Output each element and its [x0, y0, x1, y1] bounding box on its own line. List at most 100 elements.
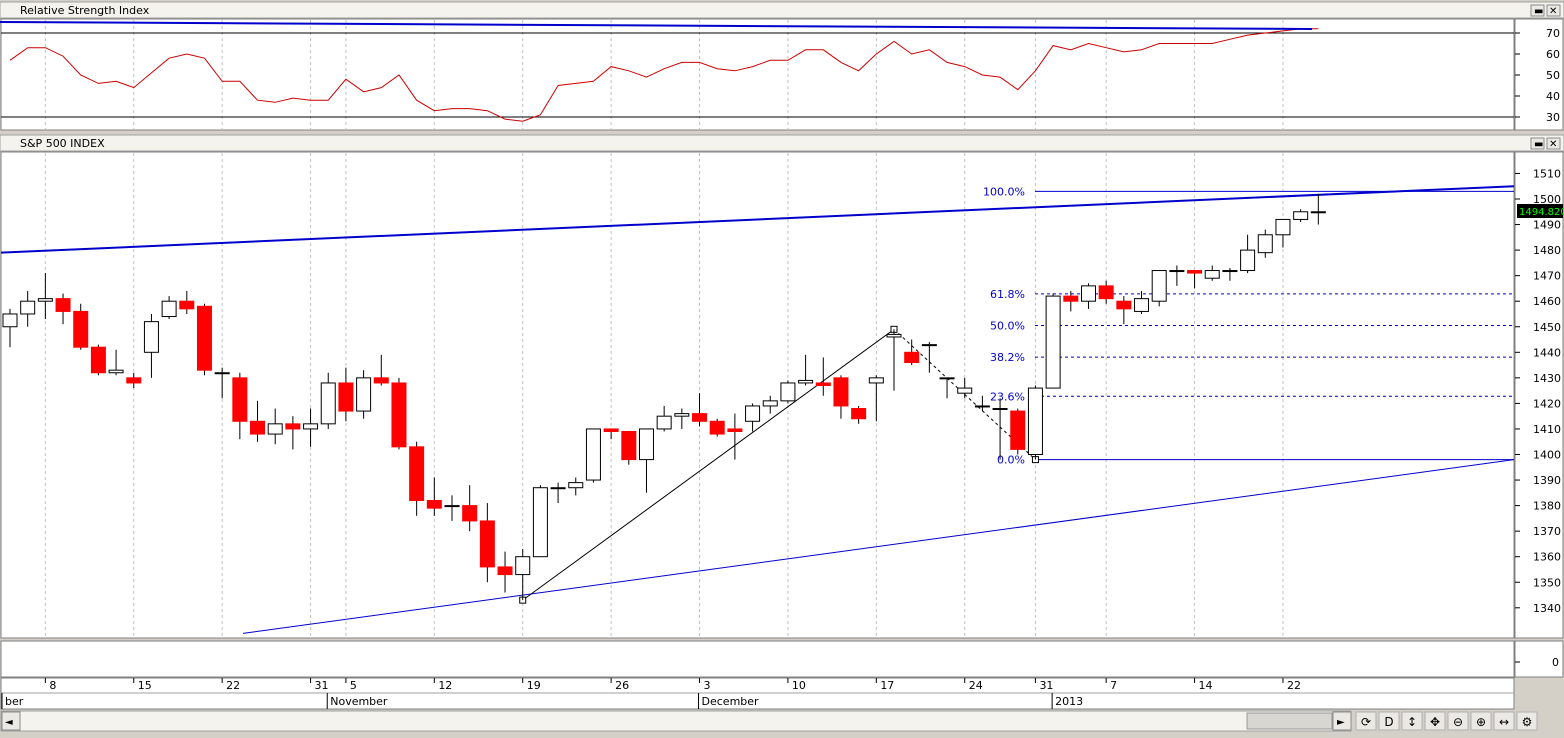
candle[interactable] — [1275, 218, 1291, 248]
candle[interactable] — [303, 408, 319, 447]
candle[interactable] — [974, 395, 990, 412]
candle[interactable] — [426, 477, 442, 516]
candle[interactable] — [798, 354, 814, 386]
candle[interactable] — [585, 428, 601, 483]
toolbar-button[interactable]: ⟳ — [1355, 711, 1377, 731]
candle[interactable] — [1169, 265, 1185, 286]
candle[interactable] — [2, 308, 18, 348]
candle[interactable] — [1151, 270, 1167, 307]
candle[interactable] — [957, 377, 973, 399]
candle[interactable] — [1240, 234, 1256, 274]
rsi-close-button[interactable] — [1546, 4, 1561, 17]
candle[interactable] — [1063, 290, 1079, 312]
candle[interactable] — [1293, 209, 1309, 222]
candle[interactable] — [921, 342, 937, 373]
candle[interactable] — [621, 431, 637, 465]
candle[interactable] — [250, 400, 266, 442]
toolbar-button[interactable]: ⊕ — [1470, 711, 1492, 731]
candle[interactable] — [532, 485, 548, 558]
candle[interactable] — [108, 349, 124, 376]
candle[interactable] — [232, 372, 248, 440]
candle[interactable] — [20, 290, 36, 327]
price-tick-label: 1510 — [1533, 167, 1561, 180]
rsi-trend-line[interactable] — [0, 21, 1313, 30]
candle[interactable] — [992, 398, 1008, 460]
candle[interactable] — [1222, 267, 1238, 281]
candle[interactable] — [568, 477, 584, 496]
candle[interactable] — [780, 380, 796, 404]
rsi-minimize-button[interactable] — [1530, 4, 1545, 17]
candle[interactable] — [815, 357, 831, 396]
candle[interactable] — [1310, 193, 1326, 225]
candle[interactable] — [73, 303, 89, 350]
candle[interactable] — [462, 485, 478, 532]
candle[interactable] — [1045, 293, 1061, 389]
candle[interactable] — [373, 354, 389, 386]
candle[interactable] — [868, 375, 884, 422]
candle[interactable] — [285, 416, 301, 450]
upper-trend-line[interactable] — [0, 185, 1515, 254]
candle[interactable] — [196, 303, 212, 376]
price-minimize-button[interactable] — [1530, 137, 1545, 150]
candle[interactable] — [479, 503, 495, 583]
candle[interactable] — [939, 377, 955, 399]
candle[interactable] — [886, 329, 902, 391]
candle[interactable] — [143, 313, 159, 378]
toolbar-button[interactable]: ↔ — [1493, 711, 1515, 731]
candle[interactable] — [550, 482, 566, 504]
scroll-left-button[interactable] — [1, 711, 21, 731]
candle[interactable] — [497, 551, 513, 593]
candle[interactable] — [674, 408, 690, 429]
candle[interactable] — [1010, 408, 1026, 455]
candle[interactable] — [55, 293, 71, 325]
candle[interactable] — [515, 549, 531, 601]
candle[interactable] — [1204, 265, 1220, 281]
toolbar-button[interactable]: ⚙ — [1516, 711, 1538, 731]
candle[interactable] — [851, 405, 867, 424]
toolbar-button[interactable]: ↕ — [1401, 711, 1423, 731]
candle[interactable] — [37, 273, 53, 320]
candle[interactable] — [1134, 290, 1150, 314]
swing-up-line[interactable] — [522, 328, 895, 601]
candle[interactable] — [692, 393, 708, 427]
candle[interactable] — [320, 372, 336, 429]
candle[interactable] — [179, 290, 195, 314]
candle[interactable] — [904, 339, 920, 366]
candle[interactable] — [833, 375, 849, 419]
scrollbar-thumb[interactable] — [1246, 712, 1333, 730]
candle[interactable] — [638, 428, 654, 493]
candle[interactable] — [391, 377, 407, 450]
candle[interactable] — [1080, 283, 1096, 309]
candle[interactable] — [1098, 280, 1114, 304]
toolbar-button[interactable]: ✥ — [1424, 711, 1446, 731]
candle[interactable] — [762, 395, 778, 414]
candle[interactable] — [1027, 385, 1043, 460]
candle[interactable] — [745, 403, 761, 432]
candle[interactable] — [444, 495, 460, 521]
candle[interactable] — [709, 418, 725, 437]
candle-body-up — [515, 556, 531, 576]
candle[interactable] — [1116, 296, 1132, 325]
candle-body-up — [532, 487, 548, 558]
fibonacci-retracement[interactable]: 100.0% 61.8% 50.0% 38.2% 23.6% 0.0% — [983, 185, 1514, 467]
candle[interactable] — [356, 370, 372, 419]
candle[interactable] — [656, 405, 672, 432]
candle[interactable] — [161, 296, 177, 320]
candle[interactable] — [267, 408, 283, 445]
candle[interactable] — [727, 413, 743, 460]
price-close-button[interactable] — [1546, 137, 1561, 150]
candle[interactable] — [409, 441, 425, 516]
scroll-right-button[interactable] — [1332, 711, 1352, 731]
toolbar-button[interactable]: ⊖ — [1447, 711, 1469, 731]
candle[interactable] — [338, 367, 354, 422]
candle[interactable] — [90, 344, 106, 376]
candle[interactable] — [603, 428, 619, 440]
candle[interactable] — [126, 372, 142, 389]
candle[interactable] — [1187, 270, 1203, 289]
horizontal-scrollbar[interactable] — [0, 710, 1352, 732]
x-month-label: 2013 — [1055, 695, 1083, 708]
lower-trend-line[interactable] — [242, 459, 1515, 634]
toolbar-button[interactable]: D — [1378, 711, 1400, 731]
candle[interactable] — [214, 367, 230, 399]
candle[interactable] — [1257, 229, 1273, 258]
